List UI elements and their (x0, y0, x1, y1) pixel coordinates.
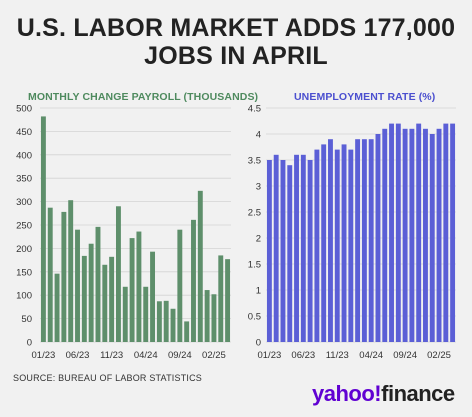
payroll-bar (136, 231, 142, 342)
payroll-bar (177, 229, 183, 342)
payroll-y-tick-label: 50 (21, 314, 32, 325)
payroll-bar (95, 226, 101, 342)
payroll-x-tick-label: 11/23 (100, 350, 123, 361)
unemployment-chart-title: UNEMPLOYMENT RATE (%) (294, 91, 436, 103)
payroll-bar (197, 190, 203, 342)
unemployment-y-tick-label: 2.5 (248, 208, 261, 219)
unemployment-bar (266, 160, 272, 342)
payroll-bar (218, 255, 224, 342)
unemployment-bar (389, 123, 394, 342)
unemployment-bar (416, 123, 422, 342)
unemployment-bar (294, 154, 299, 342)
payroll-x-tick-label: 09/24 (168, 350, 192, 361)
unemployment-y-tick-label: 0 (256, 338, 261, 349)
unemployment-x-tick-label: 04/24 (359, 350, 383, 361)
payroll-bar (115, 206, 121, 342)
payroll-y-tick-label: 200 (16, 244, 32, 255)
payroll-bar (143, 286, 149, 342)
payroll-y-tick-label: 100 (16, 291, 32, 302)
logo-product: finance (381, 381, 455, 406)
source-note: SOURCE: BUREAU OF LABOR STATISTICS (13, 373, 202, 383)
unemployment-bar (307, 160, 313, 342)
payroll-bar (122, 286, 128, 342)
unemployment-x-tick-label: 01/23 (257, 350, 281, 361)
payroll-bar (102, 264, 108, 342)
unemployment-bar (368, 139, 374, 342)
payroll-y-tick-label: 400 (16, 150, 32, 161)
unemployment-y-tick-label: 0.5 (248, 312, 261, 323)
unemployment-bar (443, 123, 449, 342)
unemployment-y-tick-label: 1.5 (248, 260, 261, 271)
payroll-bar (109, 256, 115, 342)
unemployment-y-tick-label: 3 (256, 182, 261, 193)
payroll-bar (47, 207, 53, 342)
unemployment-bar (328, 139, 333, 342)
unemployment-bar (402, 128, 408, 342)
payroll-y-tick-label: 300 (16, 197, 32, 208)
payroll-x-tick-label: 06/23 (66, 350, 90, 361)
unemployment-x-tick-label: 11/23 (326, 350, 349, 361)
payroll-y-tick-label: 500 (16, 104, 32, 115)
payroll-x-tick-label: 04/24 (134, 350, 158, 361)
payroll-bar (191, 219, 196, 342)
unemployment-bar (348, 149, 354, 342)
unemployment-y-tick-label: 2 (256, 234, 261, 245)
unemployment-chart: 0 0.5 1 1.5 2 2.5 3 3.5 4 4.5 01/23 06/23 11/23 04/24… (248, 104, 456, 361)
payroll-bar (75, 229, 80, 342)
unemployment-bar (429, 134, 435, 342)
payroll-bar (211, 294, 217, 342)
payroll-y-tick-label: 250 (16, 221, 32, 232)
unemployment-bar (436, 128, 442, 342)
unemployment-bar (273, 154, 279, 342)
unemployment-bar (300, 154, 306, 342)
payroll-y-tick-label: 350 (16, 174, 32, 185)
payroll-chart: 0 50 100 150 200 250 300 350 400 450 500 01/23 06/23… (16, 104, 231, 361)
unemployment-y-tick-label: 1 (256, 286, 261, 297)
payroll-y-tick-label: 150 (16, 267, 32, 278)
yahoo-finance-logo: yahoo!finance (312, 382, 455, 406)
payroll-bar (184, 321, 190, 342)
payroll-bar (54, 273, 60, 342)
unemployment-y-tick-label: 4 (256, 130, 261, 141)
unemployment-bar (361, 139, 367, 342)
unemployment-bar (341, 144, 347, 342)
payroll-bar (156, 301, 162, 342)
payroll-x-tick-label: 01/23 (32, 350, 56, 361)
unemployment-y-tick-label: 4.5 (248, 104, 261, 115)
payroll-x-tick-label: 02/25 (202, 350, 226, 361)
payroll-y-tick-label: 450 (16, 127, 32, 138)
unemployment-bar (355, 139, 361, 342)
unemployment-bar (395, 123, 401, 342)
unemployment-bar (321, 144, 327, 342)
payroll-bar (225, 259, 231, 342)
page-title: U.S. LABOR MARKET ADDS 177,000 JOBS IN A… (16, 14, 456, 70)
unemployment-bar (314, 149, 320, 342)
payroll-bar (204, 290, 210, 342)
payroll-chart-title: MONTHLY CHANGE PAYROLL (THOUSANDS) (28, 91, 259, 103)
unemployment-bar (334, 149, 340, 342)
unemployment-bar (382, 128, 388, 342)
logo-brand: yahoo! (312, 381, 382, 406)
unemployment-x-tick-label: 06/23 (291, 350, 315, 361)
unemployment-bar (280, 160, 286, 342)
unemployment-bar (409, 128, 415, 342)
payroll-bar (150, 251, 156, 342)
payroll-bar (68, 200, 74, 342)
unemployment-y-tick-label: 3.5 (248, 156, 261, 167)
unemployment-x-tick-label: 02/25 (427, 350, 451, 361)
payroll-bar (88, 243, 94, 342)
unemployment-bar (375, 134, 381, 342)
unemployment-bar (423, 128, 428, 342)
payroll-bar (61, 211, 67, 342)
payroll-bar (40, 116, 46, 342)
unemployment-x-tick-label: 09/24 (393, 350, 417, 361)
unemployment-bar (450, 123, 456, 342)
payroll-bar (129, 238, 135, 342)
payroll-bar (170, 308, 176, 342)
payroll-y-tick-label: 0 (27, 338, 32, 349)
unemployment-bar (287, 165, 293, 342)
payroll-bar (81, 255, 87, 342)
payroll-bar (163, 300, 169, 342)
